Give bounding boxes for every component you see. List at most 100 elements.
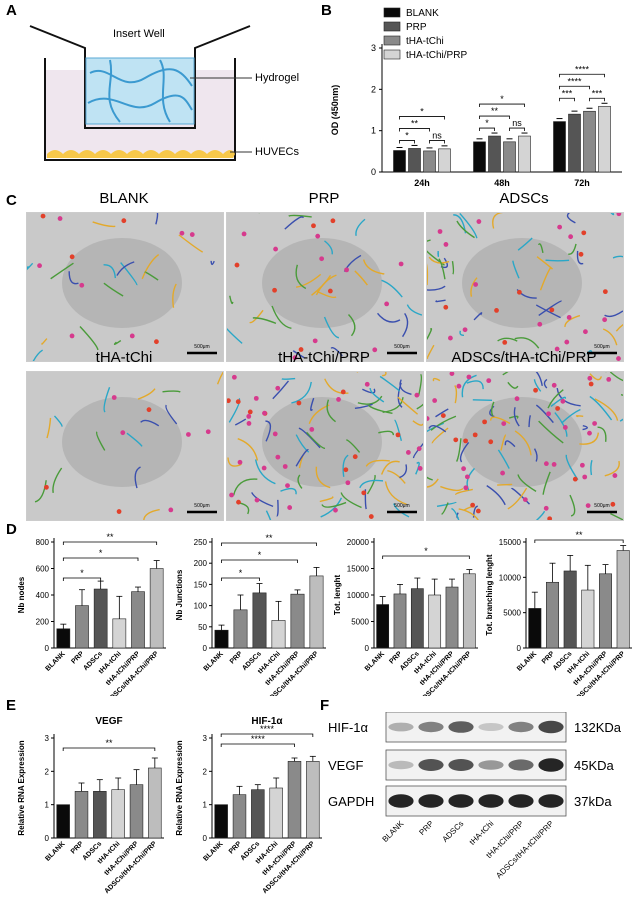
junction-node bbox=[494, 308, 499, 313]
junction-node bbox=[473, 282, 479, 287]
junction-node bbox=[319, 256, 325, 262]
vessel-segment bbox=[324, 378, 349, 395]
junction-node bbox=[129, 333, 135, 339]
significance-bracket bbox=[559, 97, 575, 102]
significance-label: * bbox=[99, 548, 103, 558]
junction-node bbox=[235, 399, 241, 405]
bar bbox=[56, 804, 70, 839]
significance-label: **** bbox=[567, 76, 582, 86]
scale-bar-label: 500μm bbox=[594, 503, 609, 509]
blot-band bbox=[508, 794, 534, 808]
x-tick-label: BLANK bbox=[516, 650, 538, 672]
blot-lane-label: ADSCs bbox=[440, 819, 465, 844]
significance-bracket bbox=[62, 541, 158, 545]
junction-node bbox=[437, 229, 443, 234]
vessel-segment bbox=[427, 285, 446, 291]
junction-node bbox=[57, 216, 63, 221]
vessel-segment bbox=[459, 330, 465, 337]
micrograph-title: PRP bbox=[308, 190, 340, 207]
vessel-segment bbox=[295, 434, 310, 453]
junction-node bbox=[146, 407, 152, 413]
hydrogel-block bbox=[85, 57, 195, 125]
vessel-segment bbox=[508, 415, 519, 419]
transwell-schematic bbox=[29, 25, 252, 161]
junction-node bbox=[309, 427, 315, 432]
vessel-segment bbox=[539, 267, 552, 291]
vessel-segment bbox=[120, 262, 138, 286]
y-axis-title: Nb nodes bbox=[17, 576, 26, 613]
junction-node bbox=[463, 485, 469, 491]
blot-kda-label: 37kDa bbox=[574, 794, 612, 809]
junction-node bbox=[272, 431, 278, 437]
junction-node bbox=[610, 501, 616, 507]
legend-swatch bbox=[383, 21, 401, 32]
micrograph: 500μm bbox=[26, 371, 224, 521]
scale-bar-label: 500μm bbox=[394, 344, 409, 350]
vessel-segment bbox=[538, 420, 564, 444]
vessel-segment bbox=[568, 243, 577, 255]
junction-node bbox=[343, 467, 349, 473]
bar bbox=[290, 593, 305, 649]
junction-node bbox=[472, 432, 478, 438]
y-tick-label: 2 bbox=[371, 84, 376, 94]
bar bbox=[503, 141, 516, 173]
vessel-segment bbox=[589, 373, 603, 381]
junction-node bbox=[237, 459, 243, 465]
panel-label-b: B bbox=[321, 2, 332, 19]
y-tick-label: 0 bbox=[45, 644, 50, 653]
junction-node bbox=[453, 437, 459, 443]
significance-label: *** bbox=[562, 88, 573, 98]
junction-node bbox=[543, 461, 549, 467]
scale-bar-label: 500μm bbox=[194, 344, 209, 350]
y-axis-title: OD (450nm) bbox=[330, 85, 340, 136]
bar bbox=[251, 789, 265, 839]
vessel-segment bbox=[216, 372, 223, 385]
vessel-segment bbox=[535, 404, 554, 424]
vessel-segment bbox=[113, 339, 122, 345]
junction-node bbox=[330, 218, 336, 224]
bar bbox=[393, 593, 407, 649]
junction-node bbox=[179, 230, 185, 236]
junction-node bbox=[340, 389, 346, 395]
y-tick-label: 3 bbox=[371, 43, 376, 53]
vessel-segment bbox=[210, 260, 215, 266]
vessel-segment bbox=[271, 305, 292, 330]
vessel-segment bbox=[566, 213, 576, 224]
vessel-segment bbox=[387, 469, 406, 484]
vessel-segment bbox=[440, 485, 464, 492]
vessel-segment bbox=[380, 460, 400, 475]
legend-label: tHA-tChi/PRP bbox=[406, 50, 467, 61]
junction-node bbox=[287, 505, 293, 510]
vessel-segment bbox=[604, 460, 620, 477]
vessel-segment bbox=[320, 497, 343, 518]
vessel-segment bbox=[610, 513, 623, 520]
significance-bracket bbox=[62, 557, 139, 561]
vessel-segment bbox=[319, 496, 334, 503]
x-tick-label: PRP bbox=[70, 650, 85, 665]
junction-node bbox=[395, 432, 401, 438]
y-tick-label: 15000 bbox=[499, 538, 522, 547]
vessel-segment bbox=[533, 379, 542, 392]
vessel-segment bbox=[393, 503, 410, 518]
vessel-segment bbox=[321, 501, 347, 508]
panel-label-d: D bbox=[6, 521, 17, 538]
bar bbox=[93, 588, 108, 649]
micrograph-title: tHA-tChi/PRP bbox=[278, 349, 370, 366]
junction-node bbox=[372, 347, 378, 353]
vessel-segment bbox=[316, 290, 337, 299]
vessel-segment bbox=[435, 408, 449, 418]
vessel-segment bbox=[513, 407, 520, 427]
vessel-segment bbox=[604, 310, 623, 318]
vessel-segment bbox=[466, 380, 484, 390]
bar bbox=[616, 550, 630, 649]
junction-node bbox=[578, 251, 584, 257]
y-tick-label: 200 bbox=[194, 559, 208, 568]
bar bbox=[393, 150, 406, 173]
junction-node bbox=[476, 219, 482, 224]
y-tick-label: 1 bbox=[45, 801, 50, 810]
junction-node bbox=[585, 503, 591, 509]
scale-bar-label: 500μm bbox=[594, 344, 609, 350]
junction-node bbox=[69, 254, 75, 260]
hydrogel-fiber bbox=[87, 94, 193, 111]
